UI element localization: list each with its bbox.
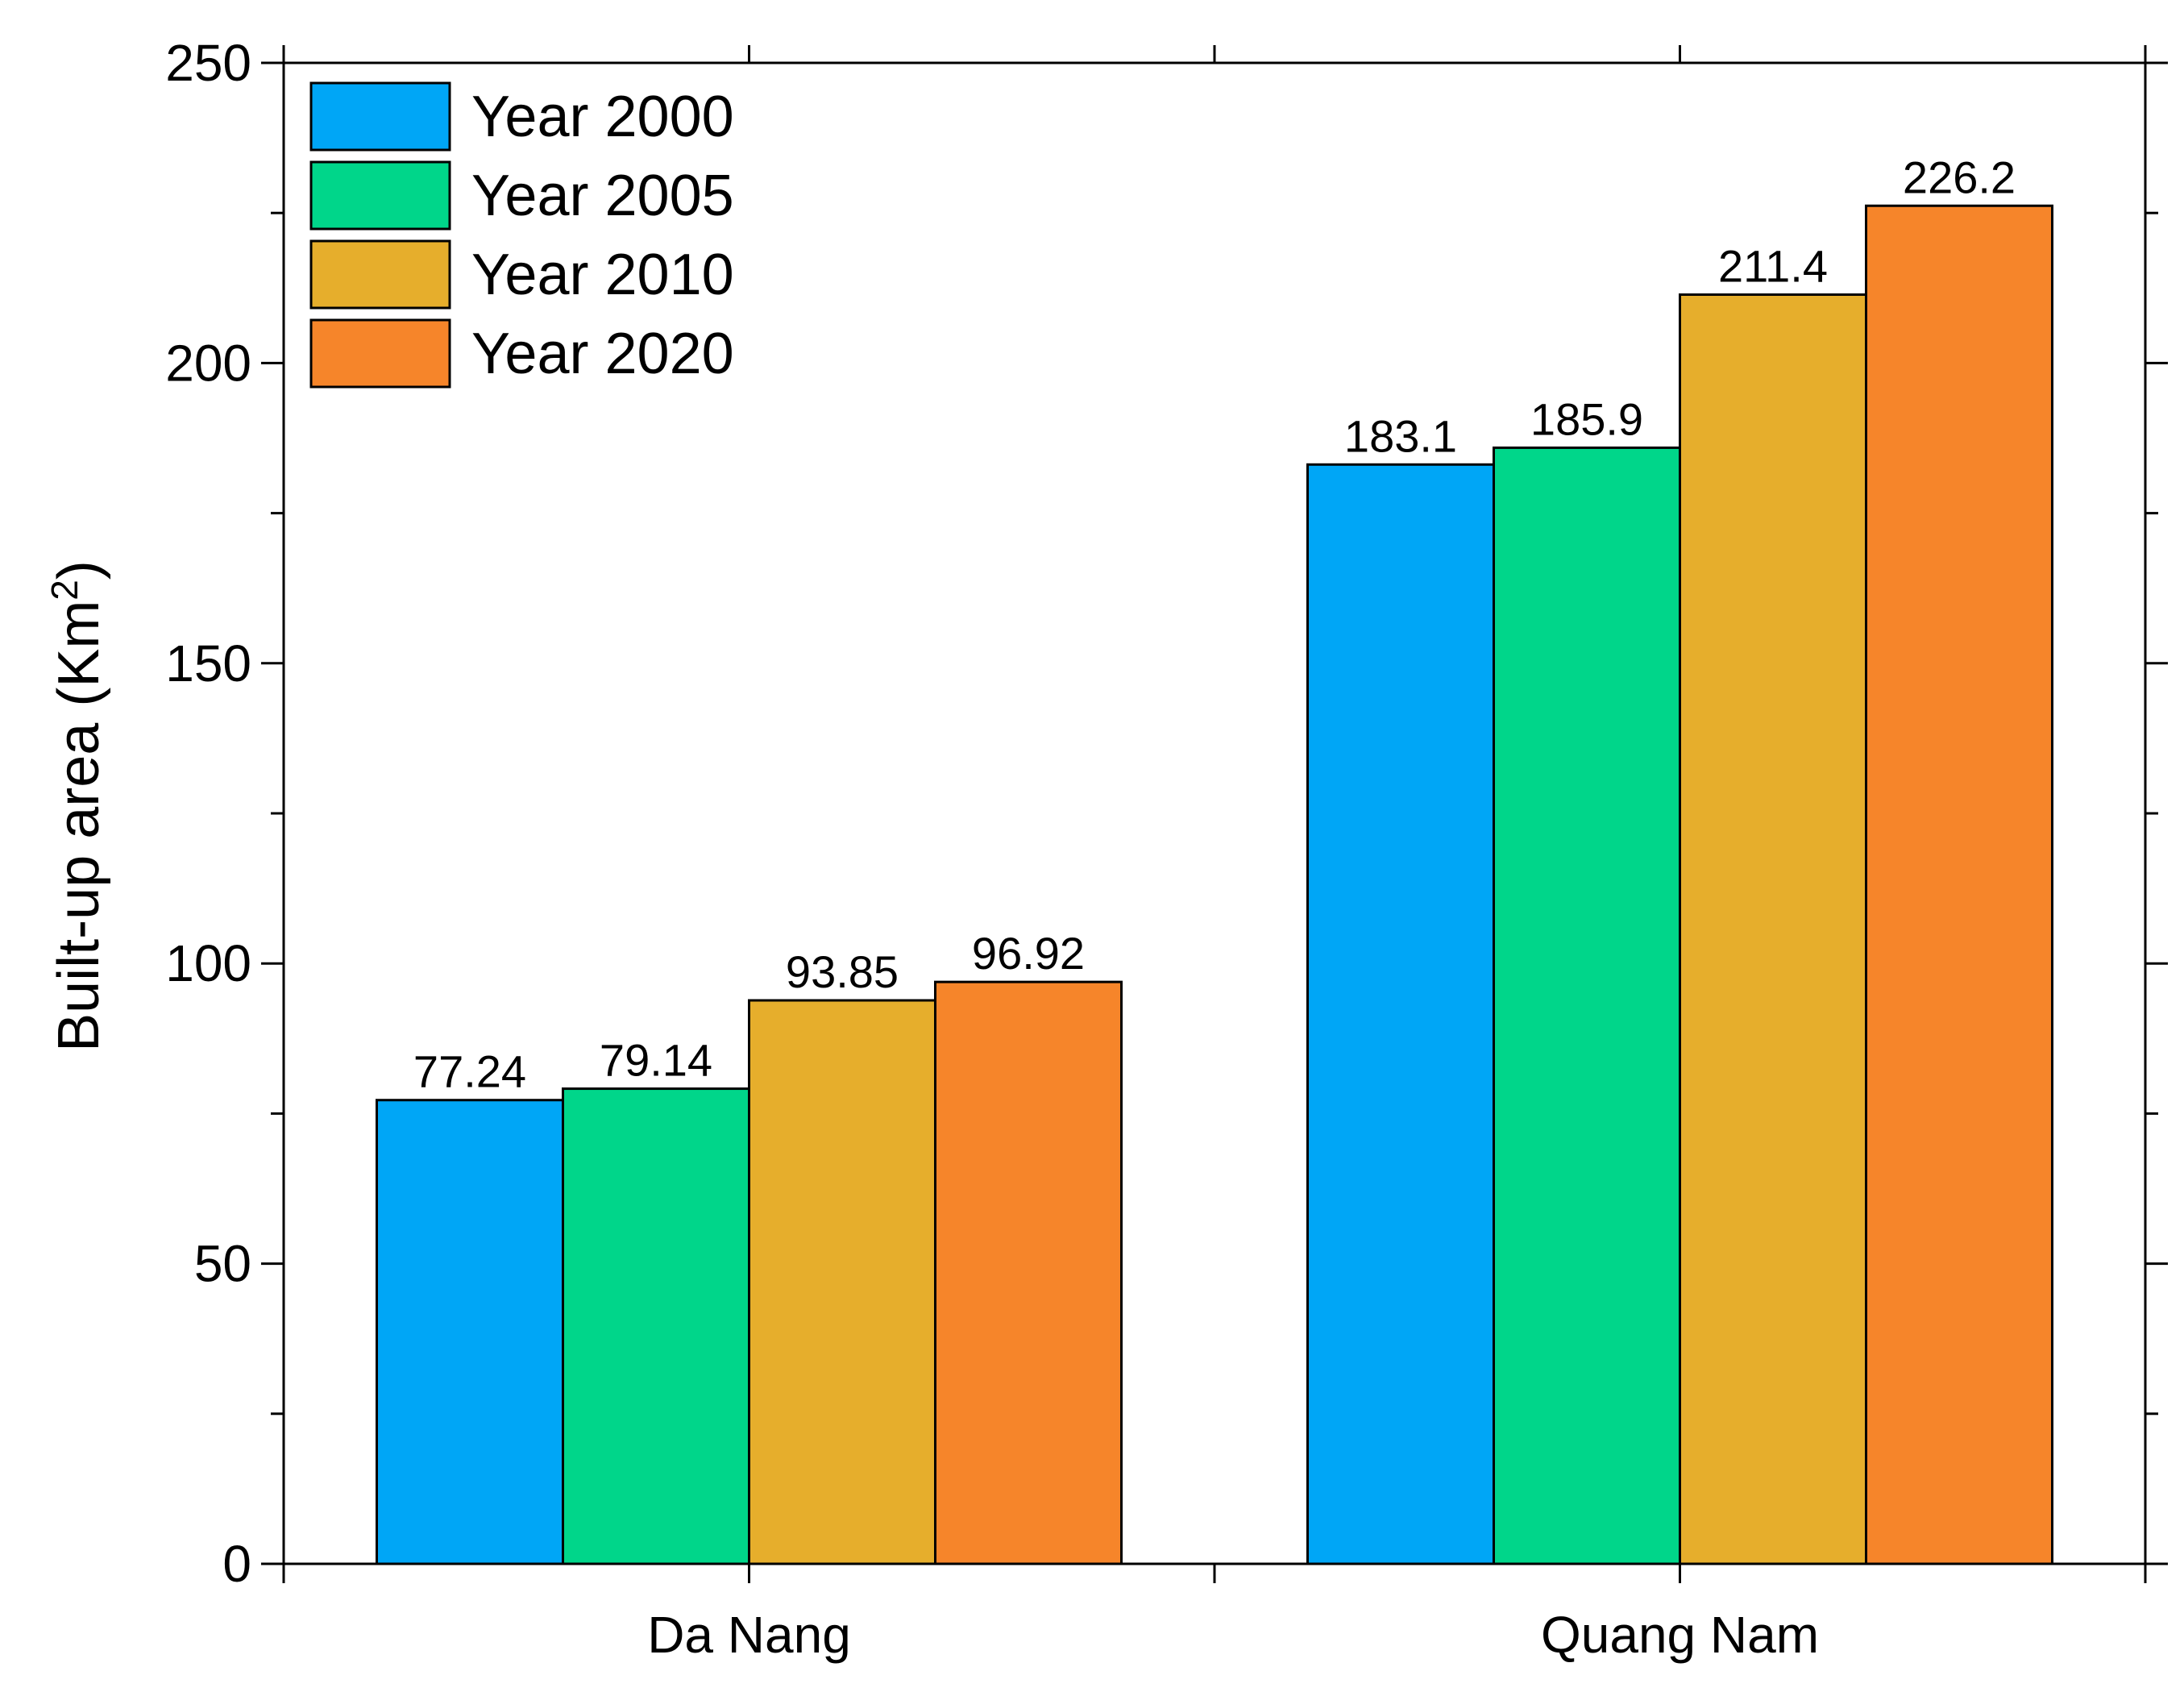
y-axis-title: Built-up area (Km2) [44,560,111,1052]
y-tick-label: 100 [165,934,251,992]
legend-label: Year 2020 [471,322,734,386]
x-axis: Da Nang Quang Nam [282,45,2147,1664]
x-tick-label: Da Nang [647,1606,851,1664]
y-tick-label: 200 [165,334,251,392]
bar-data-label: 183.1 [1344,410,1457,461]
bars [376,204,2053,1565]
legend-swatch [309,81,451,152]
bar [376,1099,564,1565]
y-axis-title-superscript: 2 [44,580,85,601]
legend-label: Year 2000 [471,85,734,149]
bar [748,999,936,1565]
legend-swatch [309,160,451,231]
bar [1493,446,1681,1565]
bar [562,1087,750,1565]
y-axis-title-text: Built-up area (Km [47,601,111,1052]
bar-data-label: 93.85 [786,946,899,997]
data-labels: 77.24 79.14 93.85 96.92 183.1 185.9 211.4 226.2 [413,152,2016,1096]
bar [1865,204,2053,1565]
y-tick-label: 150 [165,634,251,692]
bar-data-label: 211.4 [1718,240,1828,291]
bar-data-label: 79.14 [600,1035,712,1086]
bar-data-label: 226.2 [1903,152,2016,202]
legend-label: Year 2010 [471,243,734,307]
legend-swatch [309,239,451,310]
bar [1679,293,1867,1565]
bar-data-label: 185.9 [1530,393,1643,444]
legend-label: Year 2005 [471,164,734,228]
legend: Year 2000 Year 2005 Year 2010 Year 2020 [309,81,734,389]
bar [934,980,1123,1565]
bar-data-label: 96.92 [972,928,1085,979]
y-axis: 0 50 100 150 200 250 [165,34,2168,1593]
bar [1306,463,1495,1565]
bar-data-label: 77.24 [413,1046,526,1097]
y-axis-title-suffix: ) [47,560,111,580]
x-tick-label: Quang Nam [1541,1606,1819,1664]
legend-swatch [309,318,451,389]
y-tick-label: 50 [194,1235,251,1293]
y-tick-label: 0 [222,1535,251,1593]
y-tick-label: 250 [165,34,251,92]
